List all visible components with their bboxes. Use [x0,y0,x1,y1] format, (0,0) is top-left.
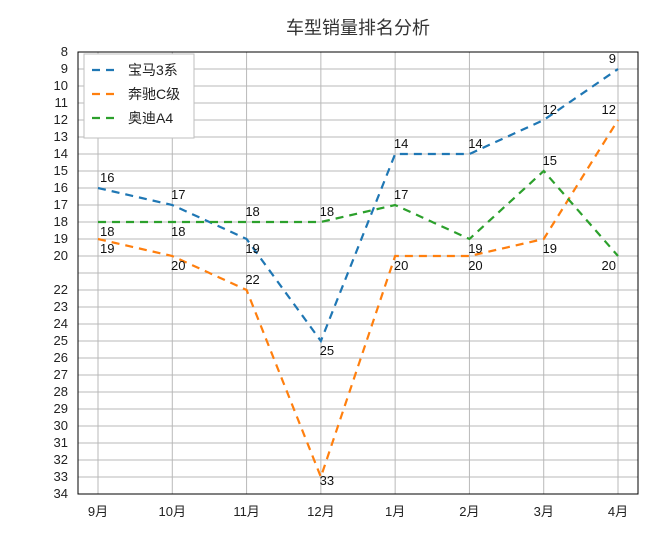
y-tick-label: 14 [54,146,68,161]
chart-container: 车型销量排名分析 8 9 10 11 12 13 14 15 16 17 18 19 20 22 23 24 25… [0,0,660,544]
value-label: 16 [100,170,114,185]
y-tick-label: 34 [54,486,68,501]
y-tick-label: 12 [54,112,68,127]
y-tick-label: 27 [54,367,68,382]
y-tick-label: 31 [54,435,68,450]
value-label: 33 [320,473,334,488]
y-tick-label: 18 [54,214,68,229]
value-label: 18 [245,204,259,219]
value-label: 22 [245,272,259,287]
value-label: 19 [468,241,482,256]
x-tick-label: 10月 [159,504,186,519]
y-tick-label: 19 [54,231,68,246]
y-tick-label: 25 [54,333,68,348]
x-tick-label: 1月 [385,504,405,519]
y-tick-label: 15 [54,163,68,178]
y-tick-label: 29 [54,401,68,416]
value-label: 18 [100,224,114,239]
y-tick-label: 24 [54,316,68,331]
y-tick-label: 10 [54,78,68,93]
value-label: 20 [394,258,408,273]
value-label: 9 [609,51,616,66]
y-tick-label: 30 [54,418,68,433]
x-tick-label: 2月 [459,504,479,519]
value-label: 25 [320,343,334,358]
value-label: 12 [602,102,616,117]
value-label: 20 [468,258,482,273]
x-tick-label: 9月 [88,504,108,519]
y-tick-label: 22 [54,282,68,297]
y-tick-label: 23 [54,299,68,314]
x-tick-label: 12月 [307,504,334,519]
y-tick-label: 13 [54,129,68,144]
value-label: 19 [100,241,114,256]
x-tick-label: 4月 [608,504,628,519]
value-label: 14 [468,136,482,151]
y-tick-label: 20 [54,248,68,263]
legend-label: 奔驰C级 [128,86,180,102]
value-label: 18 [171,224,185,239]
y-tick-label: 8 [61,44,68,59]
value-label: 14 [394,136,408,151]
legend: 宝马3系奔驰C级奥迪A4 [84,54,194,138]
y-tick-label: 16 [54,180,68,195]
y-tick-label: 11 [55,95,69,110]
value-label: 20 [171,258,185,273]
legend-label: 奥迪A4 [128,110,173,126]
value-label: 17 [394,187,408,202]
value-label: 18 [320,204,334,219]
y-tick-label: 32 [54,452,68,467]
y-tick-label: 26 [54,350,68,365]
x-tick-label: 3月 [534,504,554,519]
ranking-line-chart: 车型销量排名分析 8 9 10 11 12 13 14 15 16 17 18 19 20 22 23 24 25… [0,0,660,544]
value-label: 15 [542,153,556,168]
value-label: 12 [542,102,556,117]
y-tick-label: 17 [54,197,68,212]
value-label: 17 [171,187,185,202]
legend-label: 宝马3系 [128,62,178,78]
y-tick-label: 9 [61,61,68,76]
value-label: 19 [245,241,259,256]
value-label: 19 [542,241,556,256]
x-tick-label: 11月 [233,504,260,519]
y-tick-label: 28 [54,384,68,399]
y-tick-label: 33 [54,469,68,484]
value-label: 20 [602,258,616,273]
chart-title: 车型销量排名分析 [286,18,430,38]
